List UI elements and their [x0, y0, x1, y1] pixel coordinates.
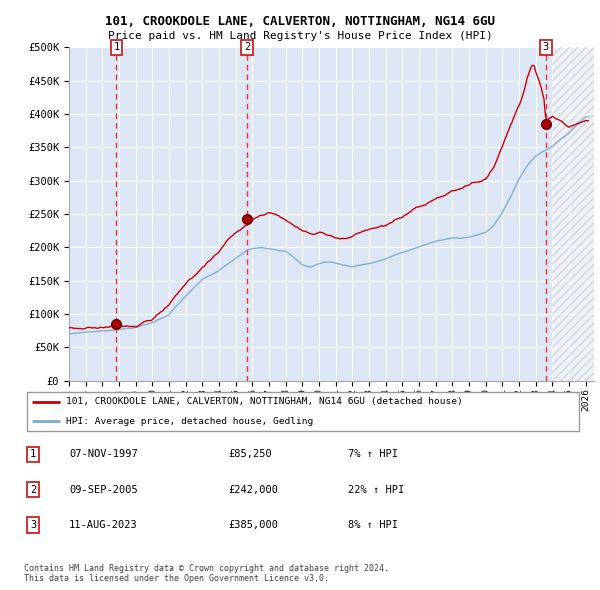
Text: 8% ↑ HPI: 8% ↑ HPI	[348, 520, 398, 530]
Text: Price paid vs. HM Land Registry's House Price Index (HPI): Price paid vs. HM Land Registry's House …	[107, 31, 493, 41]
Text: 2: 2	[244, 42, 250, 52]
Text: 2: 2	[30, 485, 36, 494]
Text: 101, CROOKDOLE LANE, CALVERTON, NOTTINGHAM, NG14 6GU (detached house): 101, CROOKDOLE LANE, CALVERTON, NOTTINGH…	[66, 397, 463, 407]
Text: 09-SEP-2005: 09-SEP-2005	[69, 485, 138, 494]
FancyBboxPatch shape	[27, 392, 579, 431]
Text: 1: 1	[30, 450, 36, 459]
Text: 3: 3	[543, 42, 549, 52]
Text: 11-AUG-2023: 11-AUG-2023	[69, 520, 138, 530]
Bar	[553, 47, 594, 381]
Text: £385,000: £385,000	[228, 520, 278, 530]
Text: £85,250: £85,250	[228, 450, 272, 459]
Text: HPI: Average price, detached house, Gedling: HPI: Average price, detached house, Gedl…	[66, 417, 313, 426]
Text: 3: 3	[30, 520, 36, 530]
Text: 101, CROOKDOLE LANE, CALVERTON, NOTTINGHAM, NG14 6GU: 101, CROOKDOLE LANE, CALVERTON, NOTTINGH…	[105, 15, 495, 28]
Text: 22% ↑ HPI: 22% ↑ HPI	[348, 485, 404, 494]
Text: Contains HM Land Registry data © Crown copyright and database right 2024.
This d: Contains HM Land Registry data © Crown c…	[24, 563, 389, 583]
Text: £242,000: £242,000	[228, 485, 278, 494]
Text: 1: 1	[113, 42, 119, 52]
Text: 7% ↑ HPI: 7% ↑ HPI	[348, 450, 398, 459]
Text: 07-NOV-1997: 07-NOV-1997	[69, 450, 138, 459]
